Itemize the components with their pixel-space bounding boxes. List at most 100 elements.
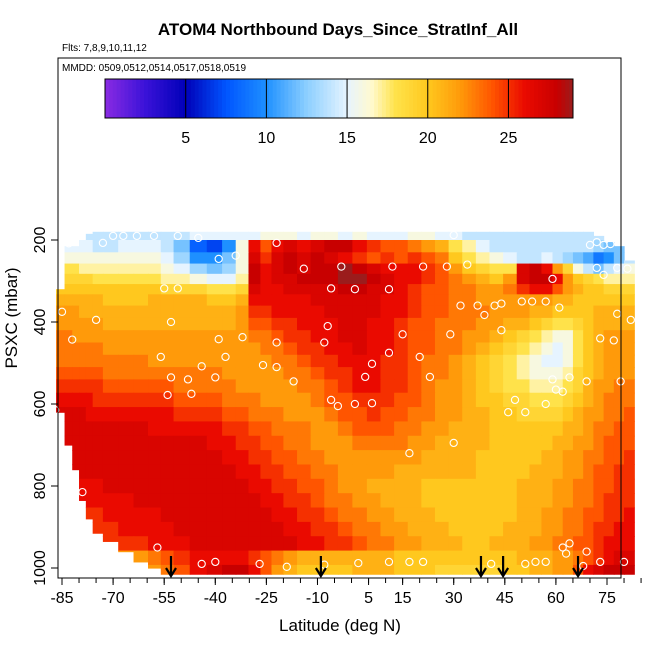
heatmap-cell [271, 521, 284, 537]
heatmap-cell [434, 550, 450, 566]
heatmap-cell [260, 367, 273, 380]
y-tick-label: 200 [32, 227, 49, 254]
heatmap-cell [235, 478, 250, 494]
heatmap-cell [593, 317, 605, 331]
heatmap-cell [297, 450, 312, 466]
x-axis-label: Latitude (deg N) [279, 616, 401, 635]
heatmap-cell [310, 407, 325, 423]
heatmap-cell [260, 521, 273, 537]
heatmap-cell [462, 536, 477, 552]
heatmap-cell [394, 435, 409, 451]
heatmap-cell [235, 342, 250, 356]
heatmap-cell [235, 507, 250, 523]
heatmap-cell [271, 550, 284, 566]
heatmap-cell [297, 367, 312, 380]
heatmap-cell [603, 536, 615, 552]
heatmap-cell [613, 564, 625, 575]
heatmap-cell [222, 263, 237, 275]
heatmap-cell [206, 421, 223, 437]
heatmap-cell [160, 521, 175, 537]
heatmap-cell [613, 317, 625, 331]
colorbar-segment [222, 79, 227, 118]
heatmap-cell [462, 294, 477, 307]
colorbar-segment [417, 79, 422, 118]
heatmap-cell [260, 231, 273, 241]
heatmap-cell [118, 354, 135, 368]
observation-point [163, 390, 172, 400]
heatmap-cell [222, 252, 237, 265]
colorbar-segment [530, 79, 535, 118]
heatmap-cell [148, 536, 162, 552]
observation-point [238, 333, 247, 342]
heatmap-cell [72, 246, 80, 253]
heatmap-cell [133, 421, 149, 437]
heatmap-cell [407, 536, 422, 552]
heatmap-cell [235, 564, 250, 575]
heatmap-cell [324, 478, 339, 494]
heatmap-cell [352, 478, 368, 494]
heatmap-cell [248, 305, 262, 319]
observation-point [320, 338, 329, 347]
heatmap-cell [475, 564, 491, 575]
heatmap-cell [448, 550, 463, 566]
heatmap-cell [613, 263, 625, 275]
heatmap-cell [603, 421, 615, 437]
heatmap-cell [529, 493, 543, 509]
heatmap-cell [173, 367, 191, 380]
heatmap-cell [222, 354, 237, 368]
observation-point [197, 362, 206, 371]
heatmap-cell [489, 392, 504, 408]
heatmap-cell [206, 294, 223, 307]
heatmap-cell [475, 379, 491, 394]
heatmap-cell [337, 284, 353, 295]
heatmap-cell [352, 305, 368, 319]
heatmap-cell [72, 450, 80, 466]
heatmap-cell [603, 464, 615, 480]
heatmap-cell [593, 379, 605, 394]
heatmap-cell [503, 450, 518, 466]
observation-point [592, 237, 601, 247]
heatmap-cell [235, 231, 250, 241]
heatmap-cell [593, 435, 605, 451]
heatmap-cell [583, 493, 594, 509]
heatmap-cell [448, 273, 463, 285]
heatmap-cell [206, 507, 223, 523]
heatmap-cell [593, 536, 605, 552]
heatmap-cell [283, 435, 298, 451]
heatmap-cell [102, 284, 119, 295]
x-tick-label: 75 [598, 590, 616, 607]
heatmap-cell [541, 407, 554, 423]
heatmap-cell [324, 421, 339, 437]
observation-point [418, 262, 428, 271]
heatmap-cell [503, 294, 518, 307]
heatmap-cell [92, 342, 104, 356]
heatmap-cell [92, 435, 104, 451]
heatmap-cell [394, 493, 409, 509]
heatmap-cell [462, 464, 477, 480]
heatmap-cell [189, 342, 208, 356]
heatmap-cell [337, 342, 353, 356]
heatmap-cell [552, 240, 564, 253]
heatmap-cell [222, 367, 237, 380]
heatmap-cell [92, 507, 104, 523]
heatmap-cell [462, 478, 477, 494]
heatmap-cell [189, 367, 208, 380]
observation-point [596, 557, 605, 567]
heatmap-cell [603, 273, 615, 285]
observation-point [231, 251, 240, 260]
heatmap-cell [79, 263, 87, 275]
heatmap-cell [593, 521, 605, 537]
heatmap-cell [337, 421, 353, 437]
heatmap-cell [421, 478, 436, 494]
heatmap-cell [552, 263, 564, 275]
heatmap-cell [324, 450, 339, 466]
heatmap-cell [552, 421, 564, 437]
heatmap-cell [624, 536, 635, 552]
heatmap-cell [380, 263, 395, 275]
heatmap-cell [260, 284, 273, 295]
heatmap-cell [206, 536, 223, 552]
heatmap-cell [562, 521, 574, 537]
heatmap-cell [593, 367, 605, 380]
heatmap-cell [448, 392, 463, 408]
heatmap-cell [503, 263, 518, 275]
